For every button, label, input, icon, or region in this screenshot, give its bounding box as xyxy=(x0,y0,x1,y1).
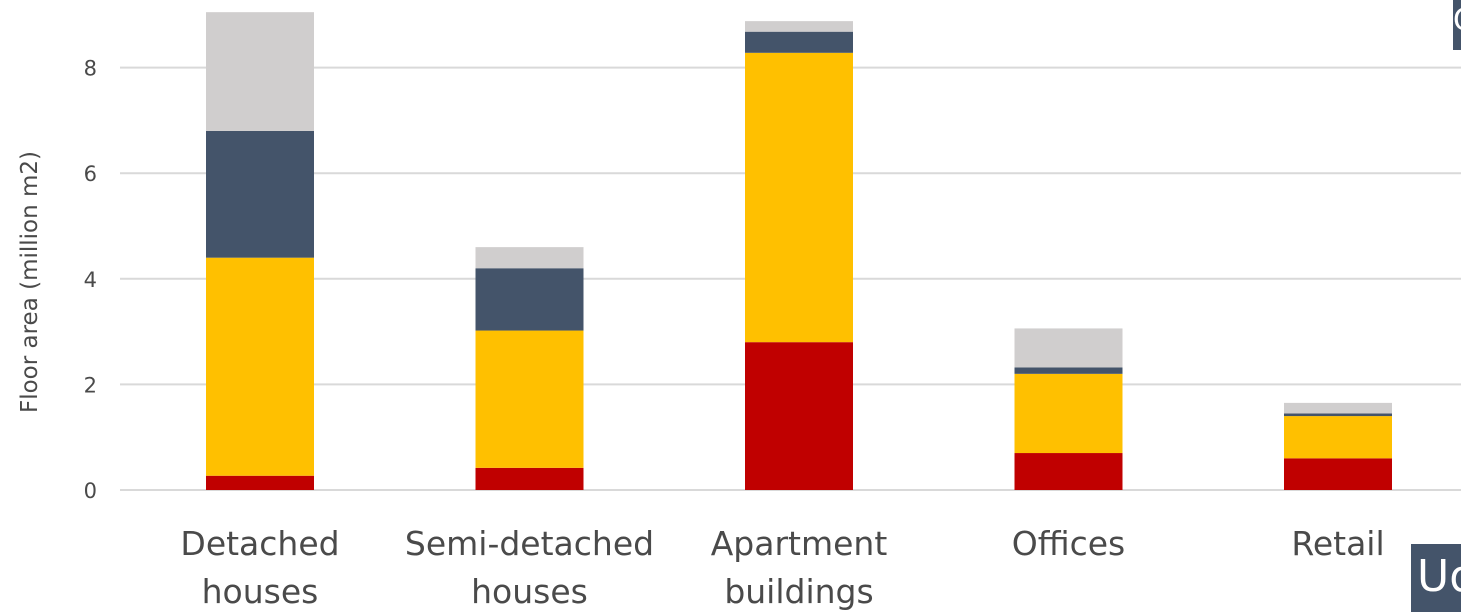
x-category-label-line: Apartment xyxy=(711,524,888,563)
x-category-label-line: houses xyxy=(471,572,588,611)
bar-segment xyxy=(1014,453,1123,490)
x-category-label-line: buildings xyxy=(724,572,873,611)
x-category-label: Retail xyxy=(1291,524,1384,563)
bar-segment xyxy=(475,467,584,490)
bar-segment xyxy=(475,247,584,269)
bar-segment xyxy=(745,52,853,343)
y-axis-ticks: 0 2 4 6 8 xyxy=(84,57,97,503)
x-category-label-line: houses xyxy=(202,572,319,611)
x-category-label: Semi-detached houses xyxy=(405,524,654,611)
y-tick-label: 0 xyxy=(84,479,97,503)
x-category-label-line: Detached xyxy=(180,524,339,563)
bar-segment xyxy=(475,268,584,331)
bar-segment xyxy=(475,330,584,468)
bars xyxy=(206,12,1392,490)
bar-segment xyxy=(1014,367,1123,374)
bar-segment xyxy=(745,21,853,32)
bar-segment xyxy=(206,475,314,490)
bar-segment xyxy=(745,31,853,53)
corner-overlay-bottom: Ud xyxy=(1411,544,1461,612)
bar-segment xyxy=(1284,416,1392,459)
bar-segment xyxy=(1284,402,1392,414)
x-category-label-line: Semi-detached xyxy=(405,524,654,563)
y-tick-label: 6 xyxy=(84,162,97,186)
x-category-label: Apartment buildings xyxy=(711,524,888,611)
bar-segment xyxy=(206,257,314,476)
corner-overlay-top: C xyxy=(1453,0,1461,50)
y-tick-label: 4 xyxy=(84,268,97,292)
x-axis-categories: Detached houses Semi-detached houses Apartme… xyxy=(180,524,1384,611)
bar-segment xyxy=(1014,328,1123,368)
y-axis-label: Floor area (million m2) xyxy=(17,151,43,413)
bar-segment xyxy=(1284,458,1392,490)
bar-segment xyxy=(1284,413,1392,417)
x-category-label-line: Retail xyxy=(1291,524,1384,563)
bar-segment xyxy=(1014,373,1123,454)
y-tick-label: 8 xyxy=(84,57,97,81)
bar-segment xyxy=(206,12,314,131)
bar-segment xyxy=(206,130,314,258)
x-category-label-line: Offices xyxy=(1012,524,1126,563)
x-category-label: Detached houses xyxy=(180,524,339,611)
x-category-label: Offices xyxy=(1012,524,1126,563)
y-tick-label: 2 xyxy=(84,373,97,397)
bar-segment xyxy=(745,342,853,490)
